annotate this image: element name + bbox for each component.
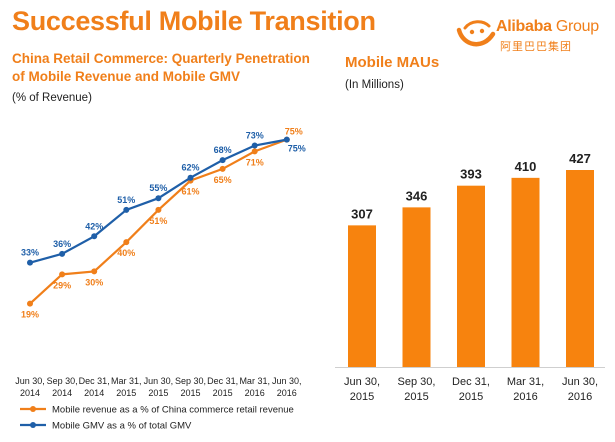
x-tick-label-3-line-2: 2015 [116, 388, 136, 398]
logo-chinese-text: 阿里巴巴集团 [500, 41, 572, 53]
series-0-label-5: 61% [181, 187, 199, 197]
series-0-point-3 [123, 239, 130, 246]
series-0-label-0: 19% [21, 310, 39, 320]
series-1-point-1 [59, 250, 66, 257]
x-tick-label-6-line-2: 2015 [213, 388, 233, 398]
series-1-label-1: 36% [53, 239, 71, 249]
x-tick-label-7-line-1: Mar 31, [239, 376, 270, 386]
x-tick-label-6-line-1: Dec 31, [207, 376, 238, 386]
legend-entry-1: Mobile GMV as a % of total GMV [52, 421, 192, 432]
x-tick-label-8-line-1: Jun 30, [272, 376, 302, 386]
bar-category-label-3-line-1: Mar 31, [507, 376, 544, 388]
legend-entry-0: Mobile revenue as a % of China commerce … [52, 405, 294, 416]
series-1-label-6: 68% [214, 145, 232, 155]
series-1-point-5 [187, 174, 194, 181]
series-1-point-2 [91, 233, 98, 240]
series-0-point-7 [251, 148, 258, 155]
bar-category-label-1-line-1: Sep 30, [398, 376, 436, 388]
bar-value-label-0: 307 [351, 206, 373, 221]
series-0-point-2 [91, 268, 98, 275]
x-tick-label-1-line-1: Sep 30, [47, 376, 78, 386]
series-0-label-2: 30% [85, 277, 103, 287]
series-0-point-4 [155, 206, 162, 213]
x-tick-label-1-line-2: 2014 [52, 388, 72, 398]
line-chart-legend: Mobile revenue as a % of China commerce … [20, 405, 294, 432]
bar-category-label-0-line-1: Jun 30, [344, 376, 380, 388]
line-chart: 19% 29% 30% 40% 51% 61% 65% 71% 75% 33% 36% 42% 51% 5… [15, 127, 306, 398]
line-chart-unit: (% of Revenue) [12, 92, 92, 104]
alibaba-group-logo: Alibaba Group 阿里巴巴集团 [455, 16, 605, 56]
series-0-label-6: 65% [214, 175, 232, 185]
bar-4 [566, 170, 594, 367]
x-tick-label-3-line-1: Mar 31, [111, 376, 142, 386]
x-tick-label-5-line-1: Sep 30, [175, 376, 206, 386]
bar-1 [402, 207, 431, 367]
bar-category-label-2-line-1: Dec 31, [452, 376, 490, 388]
x-tick-label-2-line-1: Dec 31, [79, 376, 110, 386]
series-0-point-1 [59, 271, 66, 278]
series-0-point-0 [27, 300, 33, 307]
logo-wordmark: Alibaba Group [496, 18, 599, 35]
x-tick-label-7-line-2: 2016 [245, 388, 265, 398]
series-1-point-0 [27, 259, 33, 266]
bar-category-label-0-line-2: 2015 [350, 391, 374, 403]
x-tick-label-0-line-1: Jun 30, [15, 376, 45, 386]
x-tick-label-0-line-2: 2014 [20, 388, 40, 398]
bar-category-label-4-line-1: Jun 30, [562, 376, 598, 388]
x-tick-label-5-line-2: 2015 [180, 388, 200, 398]
bar-category-label-3-line-2: 2016 [513, 391, 537, 403]
series-0-label-7: 71% [246, 157, 264, 167]
series-0-label-3: 40% [117, 248, 135, 258]
bar-chart-title: Mobile MAUs [345, 54, 440, 71]
series-1-label-7: 73% [246, 131, 264, 141]
series-0-label-8: 75% [285, 127, 303, 137]
bar-chart-unit: (In Millions) [345, 79, 404, 91]
bar-chart: 307 Jun 30, 2015 346 Sep 30, 2015 393 Dec 31, 20… [335, 151, 605, 403]
series-0-label-4: 51% [149, 216, 167, 226]
bar-2 [457, 185, 485, 367]
bar-category-label-2-line-2: 2015 [459, 391, 483, 403]
bar-0 [348, 225, 376, 367]
bar-value-label-3: 410 [515, 159, 537, 174]
series-1-label-2: 42% [85, 221, 103, 231]
page-title: Successful Mobile Transition [12, 6, 376, 36]
line-chart-title: China Retail Commerce: Quarterly Penetra… [12, 51, 310, 84]
bar-3 [511, 177, 540, 367]
x-tick-label-4-line-2: 2015 [148, 388, 168, 398]
series-0-label-1: 29% [53, 280, 71, 290]
series-1-label-8: 75% [288, 144, 306, 154]
x-tick-label-2-line-2: 2014 [84, 388, 104, 398]
legend-swatch-marker-0 [30, 406, 36, 412]
bar-value-label-4: 427 [569, 151, 591, 166]
series-1-point-7 [251, 142, 258, 149]
bar-value-label-1: 346 [406, 188, 428, 203]
series-1-label-0: 33% [21, 248, 39, 258]
x-tick-label-8-line-2: 2016 [277, 388, 297, 398]
series-0-point-6 [219, 165, 226, 172]
bar-category-label-1-line-2: 2015 [404, 391, 428, 403]
bar-category-label-4-line-2: 2016 [568, 391, 592, 403]
series-1-point-6 [219, 157, 226, 164]
series-1-point-3 [123, 206, 130, 213]
x-tick-label-4-line-1: Jun 30, [144, 376, 174, 386]
alibaba-smile-icon [456, 20, 496, 47]
series-1-label-4: 55% [149, 183, 167, 193]
series-1-label-3: 51% [117, 195, 135, 205]
series-1-label-5: 62% [181, 163, 199, 173]
series-1-point-8 [283, 136, 290, 143]
legend-swatch-marker-1 [30, 422, 36, 428]
series-1-point-4 [155, 195, 162, 202]
bar-value-label-2: 393 [460, 167, 482, 182]
